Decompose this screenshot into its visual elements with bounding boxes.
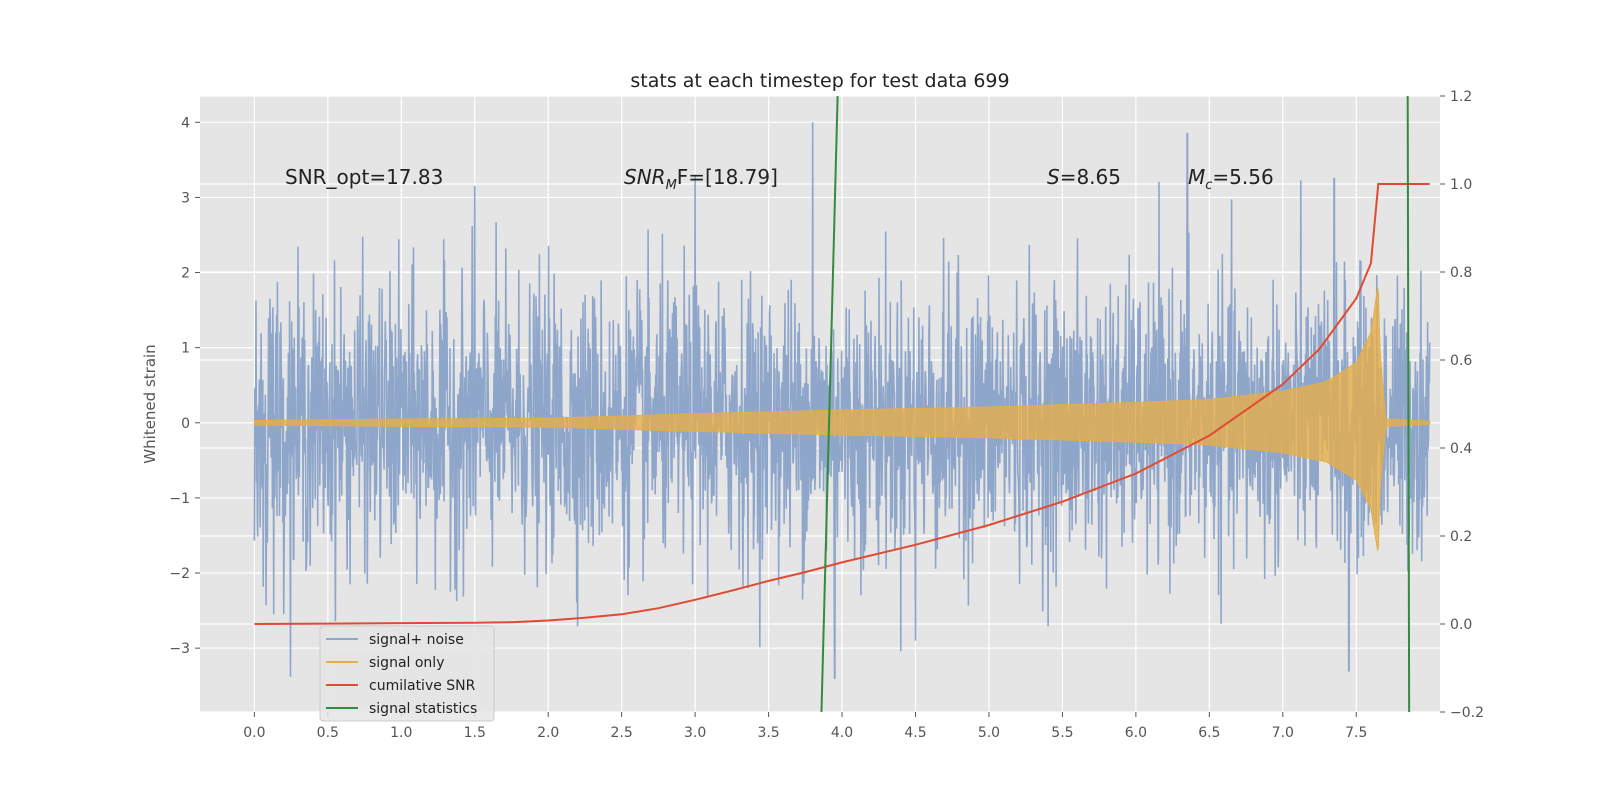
- x-tick-label: 3.0: [684, 725, 706, 741]
- legend-box: [319, 625, 495, 722]
- annotation-snr-mf-sub: M: [666, 178, 677, 193]
- x-tick-label: 4.5: [904, 725, 926, 741]
- y-left-tick-label: 2: [181, 266, 190, 282]
- legend-label-signal-only: signal only: [369, 655, 444, 671]
- y-right-tick-label: 0.4: [1450, 441, 1472, 457]
- series-signal-statistics-segment: [1406, 96, 1411, 712]
- annotation-snr-mf-suffix: F=[18.79]: [677, 165, 778, 189]
- annotation-s: S=8.65: [1047, 165, 1121, 189]
- series-layer: [253, 96, 1431, 712]
- annotation-snr-mf: SNRMF=[18.79]: [624, 165, 778, 193]
- x-tick-label: 5.5: [1051, 725, 1073, 741]
- x-tick-label: 1.0: [390, 725, 412, 741]
- annotation-snr-opt: SNR_opt=17.83: [285, 165, 443, 189]
- y-left-tick-label: 4: [181, 115, 190, 131]
- x-tick-label: 7.0: [1272, 725, 1294, 741]
- y-right-tick-label: 1.0: [1450, 177, 1472, 193]
- x-tick-label: 5.0: [978, 725, 1000, 741]
- y-right-tick-label: 0.2: [1450, 529, 1472, 545]
- x-tick-label: 6.0: [1125, 725, 1147, 741]
- annotation-s-value: =8.65: [1060, 165, 1121, 189]
- y-axis-left-ticks: 4 3 2 1 0 −1 −2 −3: [169, 115, 200, 657]
- x-tick-label: 6.5: [1198, 725, 1220, 741]
- y-left-tick-label: 3: [181, 190, 190, 206]
- y-left-tick-label: 1: [181, 341, 190, 357]
- x-tick-label: 3.5: [757, 725, 779, 741]
- y-right-tick-label: 0.8: [1450, 265, 1472, 281]
- y-right-tick-label: 1.2: [1450, 89, 1472, 105]
- y-right-tick-label: 0.0: [1450, 617, 1472, 633]
- annotation-s-label: S: [1047, 165, 1060, 189]
- y-left-tick-label: −2: [169, 566, 190, 582]
- annotation-mc-value: =5.56: [1212, 165, 1273, 189]
- y-left-tick-label: −1: [169, 491, 190, 507]
- legend-label-signal-statistics: signal statistics: [369, 701, 477, 717]
- x-tick-label: 7.5: [1345, 725, 1367, 741]
- y-axis-right-ticks: 1.2 1.0 0.8 0.6 0.4 0.2 0.0 −0.2: [1440, 89, 1484, 721]
- series-signal-noise: [253, 122, 1431, 679]
- legend-label-cumulative-snr: cumilative SNR: [369, 678, 476, 694]
- annotation-mc-label: M: [1188, 165, 1205, 189]
- chart-title: stats at each timestep for test data 699: [630, 70, 1009, 92]
- y-right-tick-label: 0.6: [1450, 353, 1472, 369]
- x-tick-label: 4.0: [831, 725, 853, 741]
- annotation-mc-sub: c: [1205, 178, 1212, 193]
- x-tick-label: 2.5: [611, 725, 633, 741]
- annotation-mc: Mc=5.56: [1188, 165, 1274, 193]
- legend: signal+ noise signal only cumilative SNR…: [319, 625, 495, 722]
- y-right-tick-label: −0.2: [1450, 705, 1484, 721]
- x-tick-label: 2.0: [537, 725, 559, 741]
- series-signal-statistics-segment: [820, 96, 839, 712]
- y-left-tick-label: 0: [181, 416, 190, 432]
- x-axis-ticks: 0.0 0.5 1.0 1.5 2.0 2.5 3.0 3.5 4.0 4.5 5.0 5.5 6.0 6…: [243, 712, 1367, 741]
- series-cumulative-snr: [254, 183, 1430, 625]
- series-signal-only: [253, 287, 1431, 551]
- annotation-snr-mf-prefix: SNR: [624, 165, 666, 189]
- x-tick-label: 0.5: [317, 725, 339, 741]
- y-axis-label: Whitened strain: [141, 344, 159, 463]
- legend-label-signal-noise: signal+ noise: [369, 632, 464, 648]
- x-tick-label: 0.0: [243, 725, 265, 741]
- x-tick-label: 1.5: [464, 725, 486, 741]
- y-left-tick-label: −3: [169, 641, 190, 657]
